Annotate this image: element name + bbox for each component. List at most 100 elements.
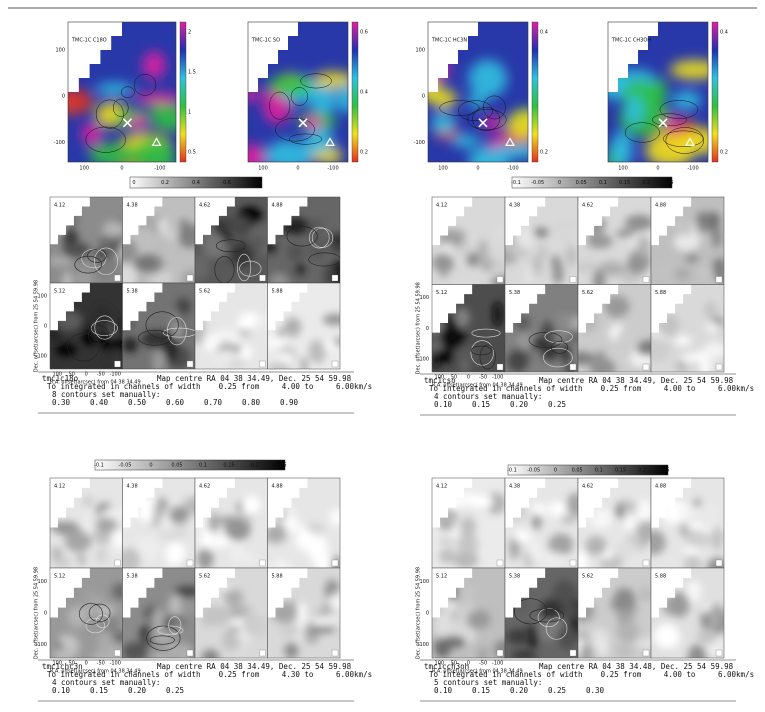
emission-blob	[100, 273, 115, 283]
emission-blob	[306, 523, 325, 533]
x-tick-label: -50	[97, 372, 105, 378]
contour	[133, 74, 157, 96]
x-tick-label: -100	[507, 166, 518, 172]
emission-blob	[615, 645, 634, 657]
contour	[162, 327, 195, 338]
panel-frame	[650, 284, 725, 373]
channel-velocity: 4.62	[582, 484, 593, 490]
colorbar-tick-label: 0.2	[638, 468, 646, 474]
color-map	[428, 22, 528, 162]
emission-blob	[637, 591, 651, 601]
channel-velocity: 4.12	[54, 203, 65, 209]
emission	[271, 579, 340, 658]
emission-blob	[152, 350, 166, 369]
emission-blob	[439, 330, 466, 350]
emission-blob	[581, 642, 593, 658]
channel-panel	[578, 284, 651, 372]
colorbar-tick-label: 0.5	[188, 150, 196, 156]
y-tick-label: 0	[426, 326, 429, 332]
contour-level: 0.10	[434, 686, 453, 695]
emission-blob	[155, 235, 167, 253]
x-tick-label: 100	[52, 661, 62, 667]
emission-blob	[203, 333, 219, 353]
channel-velocity: 4.88	[655, 484, 666, 490]
x-tick-label: 0	[656, 166, 659, 172]
colorbar-tick-label: -0.05	[531, 180, 544, 186]
emission-blob	[134, 536, 160, 563]
emission-blob	[438, 548, 457, 564]
emission-blob	[174, 585, 195, 598]
colorbar-tick-label: 0	[554, 468, 557, 474]
emission	[505, 213, 578, 285]
emission-blob	[268, 74, 313, 96]
contour	[652, 113, 687, 127]
beam-box	[186, 360, 194, 368]
emission-blob	[98, 236, 118, 247]
emission-blob	[636, 339, 651, 358]
map-name: tmc1c18o	[42, 374, 79, 383]
contour-level: 0.30	[52, 398, 71, 407]
emission-blob	[613, 587, 636, 611]
contour	[624, 122, 660, 143]
y-tick-label: 0	[44, 324, 47, 330]
y-tick-label: -100	[36, 354, 47, 360]
emission-blob	[464, 585, 474, 609]
emission-blob	[598, 261, 626, 277]
emission-blob	[616, 228, 635, 238]
emission-blob	[133, 136, 176, 162]
beam-box	[715, 363, 723, 371]
channel-velocity: 4.12	[436, 484, 447, 490]
contour	[528, 331, 563, 349]
y-tick-label: 100	[415, 48, 425, 54]
emission-blob	[460, 516, 477, 538]
emission	[267, 504, 340, 568]
beam-box	[496, 363, 504, 371]
emission-blob	[683, 553, 702, 568]
colorbar-tick-label: 1	[188, 110, 191, 116]
blank-region	[578, 478, 619, 528]
contour-level: 0.15	[472, 400, 490, 409]
beam-box	[331, 559, 339, 567]
emission-blob	[51, 557, 72, 568]
blank-region	[432, 197, 473, 246]
blank-region	[267, 283, 308, 331]
emission-blob	[97, 631, 114, 654]
blank-region	[122, 478, 163, 528]
emission-blob	[710, 527, 724, 551]
emission-blob	[673, 219, 691, 238]
emission-blob	[674, 335, 692, 347]
channel-panel	[651, 284, 724, 372]
channel-panel	[267, 478, 340, 568]
integration: To integrated in channels of width 0.25 …	[47, 382, 372, 391]
y-tick-label: 100	[37, 293, 47, 299]
emission-blob	[669, 60, 708, 80]
contour	[300, 73, 332, 89]
x-tick-label: 50	[451, 375, 457, 381]
emission-blob	[669, 592, 690, 618]
emission-blob	[486, 492, 505, 514]
beam-box	[186, 649, 194, 657]
emission-blob	[50, 546, 63, 560]
emission-blob	[492, 301, 503, 328]
emission-blob	[82, 496, 94, 506]
blank-region	[578, 568, 619, 618]
contour-level: 0.90	[280, 398, 299, 407]
x-axis-label: R.A. offset(arcsec) from 04 38 34.49	[432, 383, 523, 389]
channel-velocity: 4.38	[127, 203, 138, 209]
emission-blob	[81, 122, 103, 146]
channel-panel	[122, 568, 195, 658]
colorbar	[711, 21, 719, 163]
map-name: tmc1chc3n	[42, 662, 83, 671]
emission-blob	[230, 241, 253, 268]
emission-blob	[243, 609, 258, 636]
contour	[659, 100, 699, 119]
emission-blob	[686, 644, 708, 658]
emission-blob	[330, 241, 340, 253]
channel-velocity: 5.62	[582, 290, 593, 296]
map-label: TMC-1C CH3OH	[611, 38, 651, 44]
emission-blob	[308, 236, 327, 262]
colorbar-tick-label: 0.15	[615, 468, 626, 474]
map-name: tmc1cch3oh	[424, 662, 469, 671]
emission-blob	[673, 234, 700, 252]
emission-blob	[586, 233, 613, 249]
